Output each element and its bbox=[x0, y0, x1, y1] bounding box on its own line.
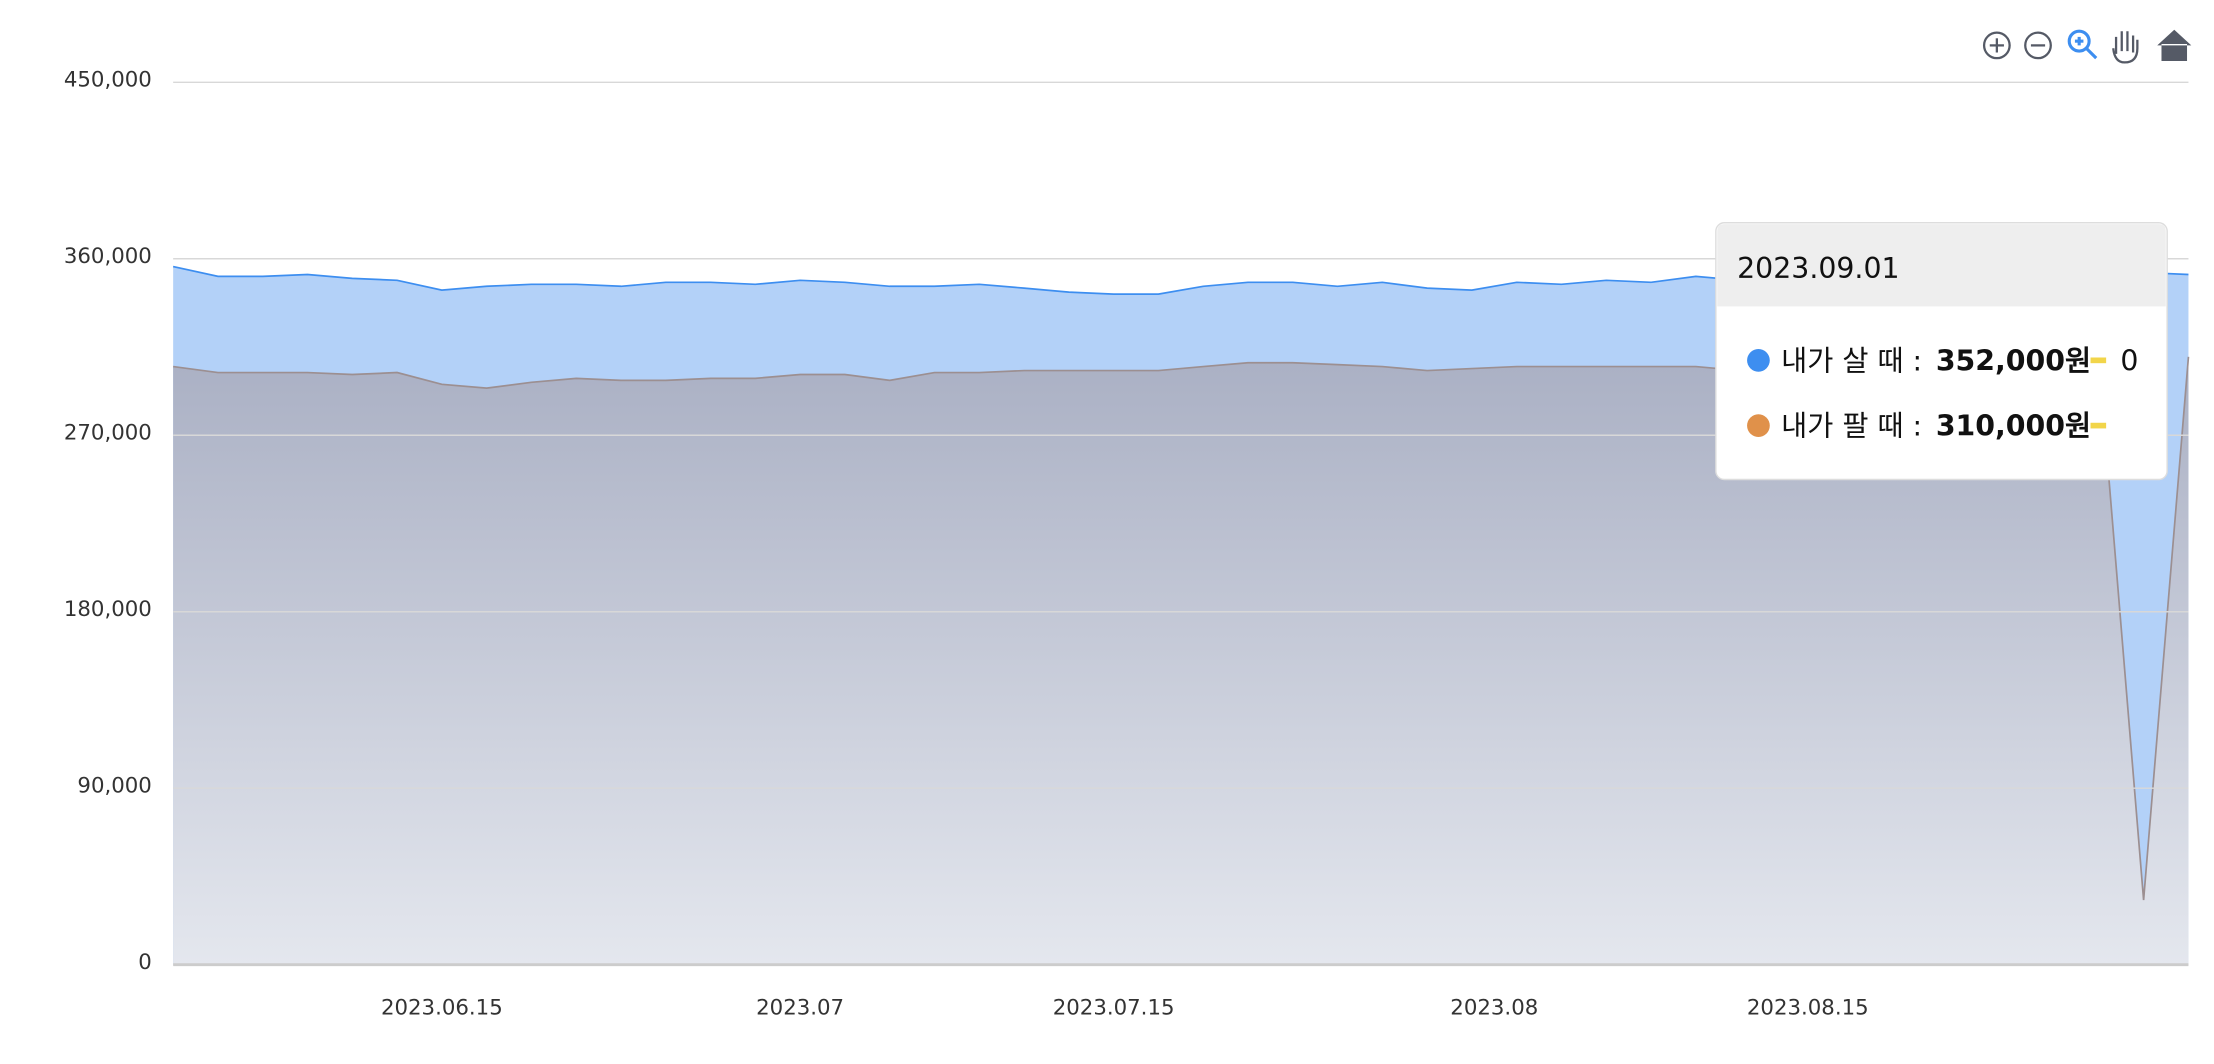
series-area bbox=[173, 356, 2189, 965]
reset-button[interactable] bbox=[2157, 29, 2192, 62]
tooltip: 2023.09.01 내가 살 때 : 352,000원 0 내가 팔 때 : 310,… bbox=[1715, 222, 2168, 481]
tooltip-marker bbox=[2090, 357, 2107, 364]
y-tick-label: 450,000 bbox=[64, 68, 152, 93]
y-tick-label: 90,000 bbox=[77, 773, 151, 798]
legend-dot bbox=[1747, 348, 1770, 372]
y-tick-label: 0 bbox=[138, 950, 152, 975]
zoom-in-button[interactable] bbox=[1982, 31, 2011, 60]
toolbar bbox=[1982, 29, 2192, 64]
tooltip-label: 내가 팔 때 : bbox=[1781, 410, 1922, 443]
tooltip-value: 310,000원 bbox=[1936, 410, 2091, 443]
zoom-out-button[interactable] bbox=[2024, 31, 2052, 60]
y-tick-label: 270,000 bbox=[64, 421, 152, 446]
legend-dot bbox=[1747, 414, 1770, 437]
y-tick-label: 180,000 bbox=[64, 597, 152, 622]
selection-zoom-button[interactable] bbox=[2067, 29, 2098, 60]
y-tick-label: 360,000 bbox=[64, 244, 152, 269]
x-tick-label: 2023.07 bbox=[756, 995, 844, 1020]
x-tick-label: 2023.08 bbox=[1450, 995, 1538, 1020]
tooltip-label: 내가 살 때 : bbox=[1781, 344, 1922, 377]
tooltip-value: 352,000원 bbox=[1936, 344, 2091, 377]
pan-button[interactable] bbox=[2112, 31, 2139, 64]
x-tick-label: 2023.07.15 bbox=[1053, 995, 1175, 1020]
tooltip-extra: 0 bbox=[2120, 344, 2138, 377]
tooltip-title: 2023.09.01 bbox=[1737, 252, 1899, 285]
x-tick-label: 2023.08.15 bbox=[1747, 995, 1869, 1020]
plot-area: 0 90,000 180,000 270,000 360,000 450,000 2023.… bbox=[64, 68, 2190, 1020]
tooltip-marker bbox=[2090, 422, 2107, 429]
tooltip-header bbox=[1717, 224, 2166, 307]
x-tick-label: 2023.06.15 bbox=[381, 995, 503, 1020]
